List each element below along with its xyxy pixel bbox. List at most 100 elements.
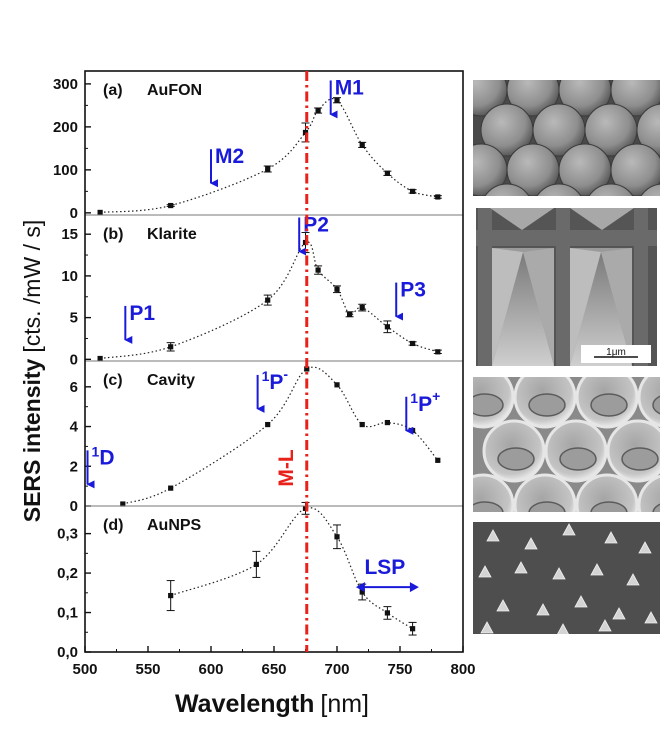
nanoprism-13 (612, 607, 626, 620)
scale-bar-box (581, 345, 651, 363)
panel-b: 0 5 10 15 (b) Klarite P2 P1 P3 (61, 214, 463, 368)
panel-name-c: Cavity (147, 372, 195, 389)
y-tick-label-c-3: 6 (70, 379, 78, 396)
panel-name-a: AuFON (147, 82, 202, 99)
inset-spheres (473, 80, 660, 196)
annotation-main-c-0: P (269, 371, 283, 394)
nanoprism-0 (486, 529, 500, 542)
data-point-c-5 (359, 421, 365, 428)
pyramid-top-1 (570, 208, 634, 230)
data-point-d-4 (359, 589, 365, 595)
sphere-1-3 (636, 103, 660, 157)
data-point-c-8 (435, 457, 441, 463)
data-point-b-0 (97, 355, 103, 362)
y-tick-label-b-0: 0 (70, 351, 78, 368)
data-point-c-7 (410, 427, 416, 434)
y-tick-label-d-0: 0,0 (57, 644, 78, 661)
annotation-a-0: M1 (335, 76, 364, 99)
cavity-hole-2-2 (590, 501, 628, 512)
data-point-b-7 (359, 305, 365, 311)
data-point-c-3 (304, 366, 310, 372)
nanoprism-3 (604, 531, 618, 544)
y-axis-label: SERS intensity [cts. /mW / s] (19, 220, 45, 523)
y-tick-label-a-1: 100 (53, 162, 78, 179)
cavity-hole-1-2 (621, 447, 659, 471)
cavity-hole-0-2 (590, 393, 628, 417)
annotation-c-1: 1P+ (410, 388, 440, 416)
data-point-c-2 (265, 421, 271, 428)
annotation-a-1: M2 (215, 145, 244, 168)
nanoprism-1 (524, 537, 538, 550)
cavity-hole-2-3 (652, 503, 660, 512)
cavity-hole-0-3 (652, 395, 660, 415)
y-tick-label-a-3: 300 (53, 76, 78, 93)
y-tick-label-b-1: 5 (70, 310, 78, 327)
sphere-3-0 (484, 183, 530, 196)
x-tick-label-6: 800 (450, 661, 475, 678)
nanoprism-5 (478, 565, 492, 578)
cavity-2-2 (575, 473, 639, 512)
sphere-3-2 (588, 183, 634, 196)
annotation-sup-c-2: 1 (92, 443, 100, 459)
pyramid-side-right-0 (523, 248, 554, 366)
annotation-main-c-1: P (418, 393, 432, 416)
annotation-b-0: P2 (303, 214, 329, 237)
fit-curve-a (100, 98, 438, 214)
x-tick-label-5: 750 (387, 661, 412, 678)
panel-a: 0 100 200 300 (a) AuFON M1 M2 (53, 76, 442, 222)
x-tick-label-1: 550 (135, 661, 160, 678)
annotation-range-arrow-right-d (409, 582, 419, 593)
sphere-3-1 (536, 183, 582, 196)
pyramid-top-0 (490, 208, 554, 230)
data-point-b-5 (334, 286, 340, 292)
data-point-a-0 (97, 209, 103, 216)
y-axis-label-unit: [cts. /mW / s] (19, 220, 45, 353)
nanoprism-9 (626, 573, 640, 586)
annotation-b-2: P3 (400, 279, 426, 302)
sphere-2-3 (610, 143, 660, 196)
annotation-sup2-c-0: - (283, 366, 288, 382)
annotation-range-arrow-left-d (355, 582, 365, 593)
klarite-ridge-v-0 (478, 208, 492, 366)
x-tick-label-3: 650 (261, 661, 286, 678)
cavity-hole-2-0 (473, 501, 504, 512)
x-axis-label: Wavelength [nm] (175, 690, 369, 718)
x-tick-label-2: 600 (198, 661, 223, 678)
x-axis-label-unit: [nm] (320, 690, 369, 718)
pyramid-0 (492, 252, 554, 366)
nanoprism-16 (557, 623, 569, 634)
panel-tag-c: (c) (103, 372, 123, 389)
data-point-a-2 (265, 166, 271, 172)
pyramid-side-left-1 (570, 248, 601, 366)
data-point-c-6 (384, 419, 390, 426)
nanoprism-6 (514, 561, 528, 574)
klarite-ridge-v-2 (634, 208, 648, 366)
annotation-sup-c-1: 1 (410, 390, 418, 406)
inset-cavities (473, 377, 660, 512)
data-point-b-1 (168, 344, 174, 350)
cavity-hole-1-1 (559, 447, 597, 471)
data-point-b-10 (435, 349, 441, 355)
nanoprism-14 (644, 611, 658, 624)
data-point-d-0 (168, 592, 174, 599)
reference-line-label: M-L (275, 449, 298, 486)
annotation-d-0: LSP (364, 556, 405, 579)
annotation-sup2-c-1: + (432, 388, 440, 404)
x-tick-label-4: 700 (324, 661, 349, 678)
annotation-c-0: 1P- (262, 366, 289, 394)
sphere-3-3 (640, 183, 660, 196)
fit-curve-d (170, 507, 413, 630)
pyramid-1 (570, 252, 632, 366)
data-point-d-6 (410, 626, 416, 632)
cavity-2-3 (637, 474, 660, 512)
y-axis-label-main: SERS intensity (19, 358, 45, 522)
data-point-c-1 (168, 485, 174, 491)
data-point-b-6 (347, 311, 353, 317)
data-point-a-1 (168, 202, 174, 209)
data-point-c-4 (334, 382, 340, 388)
pyramid-side-left-0 (492, 248, 523, 366)
data-point-d-5 (384, 610, 390, 616)
data-point-b-2 (265, 297, 271, 303)
